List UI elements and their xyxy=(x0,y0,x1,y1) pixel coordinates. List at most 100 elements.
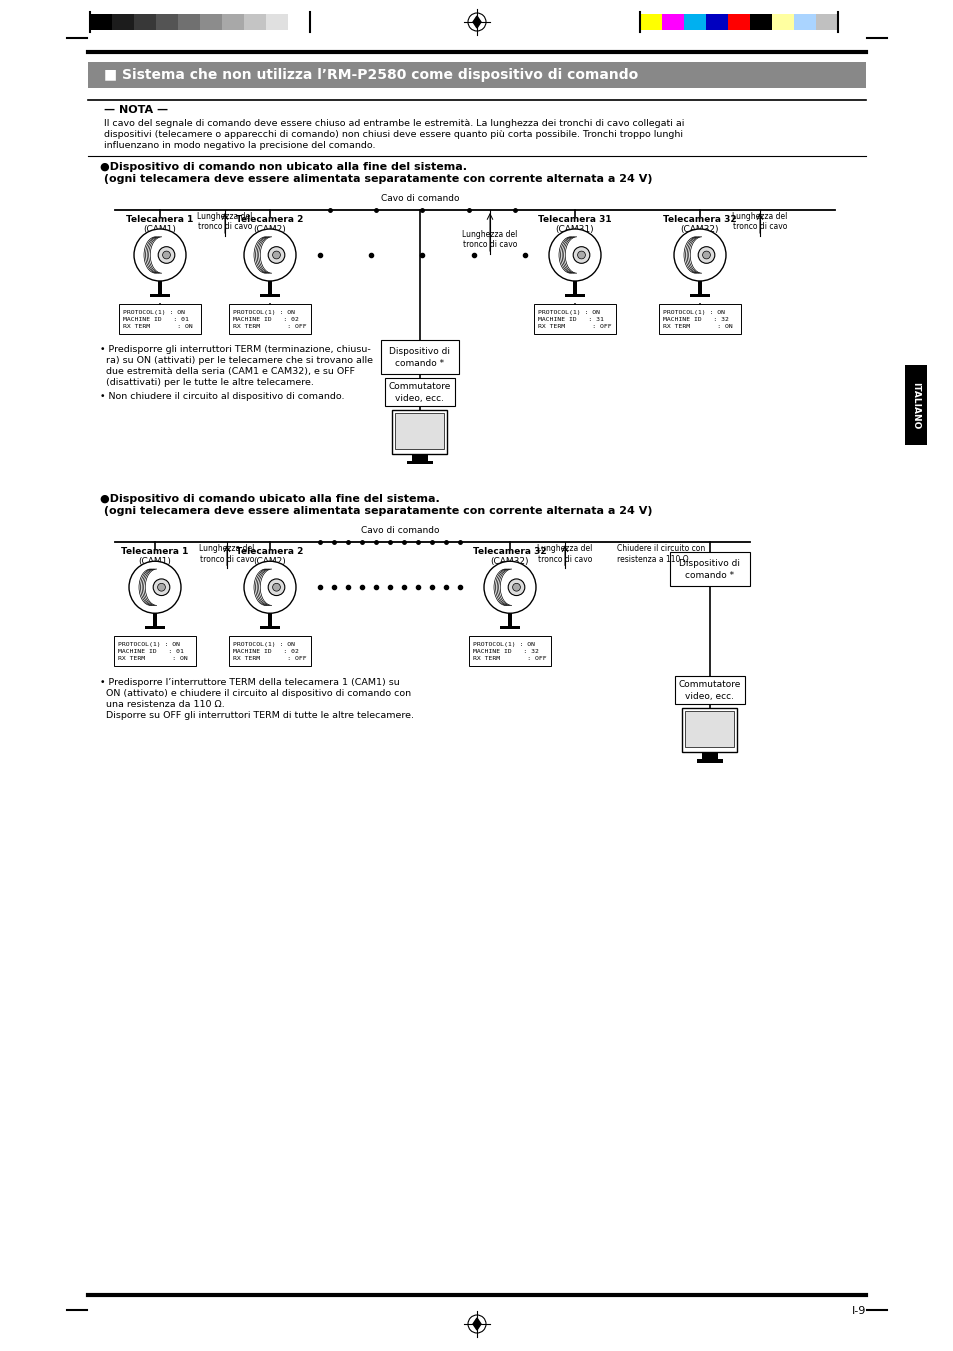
Bar xyxy=(749,14,771,30)
Text: • Predisporre gli interruttori TERM (terminazione, chiusu-: • Predisporre gli interruttori TERM (ter… xyxy=(100,346,371,354)
Text: ■ Sistema che non utilizza l’RM-P2580 come dispositivo di comando: ■ Sistema che non utilizza l’RM-P2580 co… xyxy=(104,68,638,82)
Text: (CAM32): (CAM32) xyxy=(680,226,719,234)
Circle shape xyxy=(548,230,600,281)
Bar xyxy=(268,613,272,627)
Bar xyxy=(904,365,926,446)
Bar xyxy=(288,14,310,30)
Bar xyxy=(380,340,458,374)
Circle shape xyxy=(577,251,585,259)
Text: Cavo di comando: Cavo di comando xyxy=(380,195,458,203)
Bar xyxy=(727,14,749,30)
Circle shape xyxy=(268,247,285,263)
Bar xyxy=(669,553,749,586)
Text: Telecamera 2: Telecamera 2 xyxy=(236,547,303,557)
Bar xyxy=(395,413,444,450)
Bar xyxy=(113,636,195,666)
Bar xyxy=(696,759,722,762)
Text: (CAM1): (CAM1) xyxy=(138,557,172,566)
Circle shape xyxy=(698,247,714,263)
Text: I-9: I-9 xyxy=(851,1306,865,1316)
Circle shape xyxy=(129,561,181,613)
Bar xyxy=(685,712,734,747)
Circle shape xyxy=(244,561,295,613)
Bar xyxy=(793,14,815,30)
Text: • Non chiudere il circuito al dispositivo di comando.: • Non chiudere il circuito al dispositiv… xyxy=(100,392,344,401)
Bar xyxy=(178,14,200,30)
Bar xyxy=(200,14,222,30)
Text: (CAM32): (CAM32) xyxy=(490,557,529,566)
Bar xyxy=(564,295,585,297)
Text: (disattivati) per le tutte le altre telecamere.: (disattivati) per le tutte le altre tele… xyxy=(100,378,314,388)
Circle shape xyxy=(157,584,165,592)
Text: PROTOCOL(1) : ON
MACHINE ID   : 32
RX TERM       : ON: PROTOCOL(1) : ON MACHINE ID : 32 RX TERM… xyxy=(662,309,732,328)
Circle shape xyxy=(244,230,295,281)
Bar xyxy=(639,14,661,30)
Circle shape xyxy=(512,584,519,592)
Bar xyxy=(158,281,162,295)
Bar xyxy=(469,636,551,666)
Circle shape xyxy=(268,580,285,596)
Text: (CAM31): (CAM31) xyxy=(555,226,594,234)
Text: PROTOCOL(1) : ON
MACHINE ID   : 32
RX TERM       : OFF: PROTOCOL(1) : ON MACHINE ID : 32 RX TERM… xyxy=(473,642,546,661)
Bar xyxy=(90,14,112,30)
Bar xyxy=(683,14,705,30)
Bar xyxy=(659,304,740,334)
Bar xyxy=(507,613,512,627)
Text: Il cavo del segnale di comando deve essere chiuso ad entrambe le estremità. La l: Il cavo del segnale di comando deve esse… xyxy=(104,119,683,128)
Text: Lunghezza del
tronco di cavo: Lunghezza del tronco di cavo xyxy=(197,212,253,231)
Bar xyxy=(701,753,718,759)
Bar xyxy=(499,627,519,630)
Polygon shape xyxy=(473,16,480,28)
Text: Telecamera 2: Telecamera 2 xyxy=(236,215,303,224)
Text: ●Dispositivo di comando non ubicato alla fine del sistema.: ●Dispositivo di comando non ubicato alla… xyxy=(100,162,467,172)
Polygon shape xyxy=(473,1319,480,1329)
Bar xyxy=(392,411,447,454)
Bar xyxy=(112,14,133,30)
Text: Dispositivo di
comando *: Dispositivo di comando * xyxy=(389,347,450,367)
Text: Telecamera 1: Telecamera 1 xyxy=(126,215,193,224)
Text: due estremità della seria (CAM1 e CAM32), e su OFF: due estremità della seria (CAM1 e CAM32)… xyxy=(100,367,355,376)
Text: PROTOCOL(1) : ON
MACHINE ID   : 01
RX TERM       : ON: PROTOCOL(1) : ON MACHINE ID : 01 RX TERM… xyxy=(123,309,193,328)
Bar xyxy=(661,14,683,30)
Circle shape xyxy=(162,251,171,259)
Text: Lunghezza del
tronco di cavo: Lunghezza del tronco di cavo xyxy=(732,212,787,231)
Text: ra) su ON (attivati) per le telecamere che si trovano alle: ra) su ON (attivati) per le telecamere c… xyxy=(100,357,373,365)
Text: ●Dispositivo di comando ubicato alla fine del sistema.: ●Dispositivo di comando ubicato alla fin… xyxy=(100,494,439,504)
Bar xyxy=(145,627,165,630)
Text: Commutatore
video, ecc.: Commutatore video, ecc. xyxy=(389,382,451,403)
Bar xyxy=(88,62,865,88)
Bar xyxy=(152,613,157,627)
Circle shape xyxy=(701,251,710,259)
Bar xyxy=(385,378,455,407)
Text: Cavo di comando: Cavo di comando xyxy=(360,527,438,535)
Text: (ogni telecamera deve essere alimentata separatamente con corrente alternata a 2: (ogni telecamera deve essere alimentata … xyxy=(100,507,652,516)
Text: ON (attivato) e chiudere il circuito al dispositivo di comando con: ON (attivato) e chiudere il circuito al … xyxy=(100,689,411,698)
Bar xyxy=(689,295,710,297)
Bar xyxy=(681,708,737,753)
Text: Commutatore
video, ecc.: Commutatore video, ecc. xyxy=(679,680,740,701)
Text: — NOTA —: — NOTA — xyxy=(104,105,168,115)
Bar xyxy=(244,14,266,30)
Circle shape xyxy=(508,580,524,596)
Bar xyxy=(771,14,793,30)
Text: Telecamera 32: Telecamera 32 xyxy=(473,547,546,557)
Bar xyxy=(698,281,701,295)
Bar xyxy=(150,295,171,297)
Text: (CAM2): (CAM2) xyxy=(253,557,286,566)
Text: PROTOCOL(1) : ON
MACHINE ID   : 02
RX TERM       : OFF: PROTOCOL(1) : ON MACHINE ID : 02 RX TERM… xyxy=(233,309,306,328)
Circle shape xyxy=(273,251,280,259)
Circle shape xyxy=(673,230,725,281)
Text: Lunghezza del
tronco di cavo: Lunghezza del tronco di cavo xyxy=(199,544,254,563)
Bar xyxy=(268,281,272,295)
Bar xyxy=(266,14,288,30)
Text: (ogni telecamera deve essere alimentata separatamente con corrente alternata a 2: (ogni telecamera deve essere alimentata … xyxy=(100,174,652,184)
Bar xyxy=(412,454,428,461)
Text: ITALIANO: ITALIANO xyxy=(910,381,920,428)
Text: Telecamera 31: Telecamera 31 xyxy=(537,215,611,224)
Text: Lunghezza del
tronco di cavo: Lunghezza del tronco di cavo xyxy=(462,230,517,250)
Text: una resistenza da 110 Ω.: una resistenza da 110 Ω. xyxy=(100,700,225,709)
Bar xyxy=(229,304,311,334)
Bar xyxy=(815,14,837,30)
Text: influenzano in modo negativo la precisione del comando.: influenzano in modo negativo la precisio… xyxy=(104,141,375,150)
Circle shape xyxy=(133,230,186,281)
